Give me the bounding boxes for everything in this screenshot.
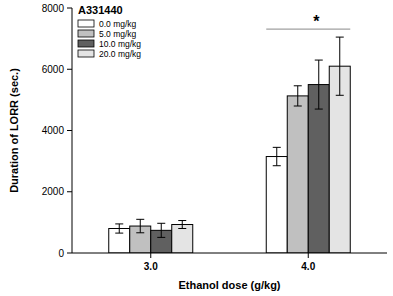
error-bar <box>273 147 281 165</box>
x-tick-label: 3.0 <box>144 261 158 272</box>
y-tick <box>67 130 72 131</box>
annotation-line <box>266 29 350 30</box>
error-bar <box>136 219 144 232</box>
legend-swatch <box>78 50 94 57</box>
error-bar <box>178 221 186 229</box>
bar <box>266 157 287 253</box>
y-tick-label: 8000 <box>42 3 65 14</box>
y-tick-label: 0 <box>58 248 64 259</box>
x-tick-label: 4.0 <box>301 261 315 272</box>
x-axis <box>72 253 387 254</box>
y-axis-label: Duration of LORR (sec.) <box>8 68 20 193</box>
y-tick <box>67 69 72 70</box>
error-bar <box>315 60 323 109</box>
legend-label: 20.0 mg/kg <box>99 49 141 59</box>
legend-label: 5.0 mg/kg <box>99 29 137 39</box>
legend-swatch <box>78 30 94 37</box>
y-tick-label: 2000 <box>42 186 65 197</box>
error-bar <box>294 86 302 106</box>
bar <box>308 85 329 253</box>
y-tick-label: 6000 <box>42 64 65 75</box>
y-tick <box>67 253 72 254</box>
x-tick <box>308 253 309 258</box>
title: A331440 <box>78 4 123 16</box>
legend-label: 0.0 mg/kg <box>99 19 137 29</box>
bar <box>172 225 193 253</box>
y-tick-label: 4000 <box>42 125 65 136</box>
bars <box>109 37 351 253</box>
legend-swatch <box>78 20 94 27</box>
annotation: * <box>313 13 320 30</box>
error-bar <box>336 37 344 95</box>
legend-swatch <box>78 40 94 47</box>
bar <box>287 96 308 253</box>
error-bar <box>157 223 165 237</box>
x-tick <box>150 253 151 258</box>
y-tick <box>67 8 72 9</box>
x-axis-label: Ethanol dose (g/kg) <box>178 279 280 291</box>
error-bar <box>115 224 123 233</box>
legend-label: 10.0 mg/kg <box>99 39 141 49</box>
chart: 0 2000 4000 6000 8000 3.0 4.0 Ethanol dose (g/k… <box>0 0 393 296</box>
y-tick <box>67 191 72 192</box>
